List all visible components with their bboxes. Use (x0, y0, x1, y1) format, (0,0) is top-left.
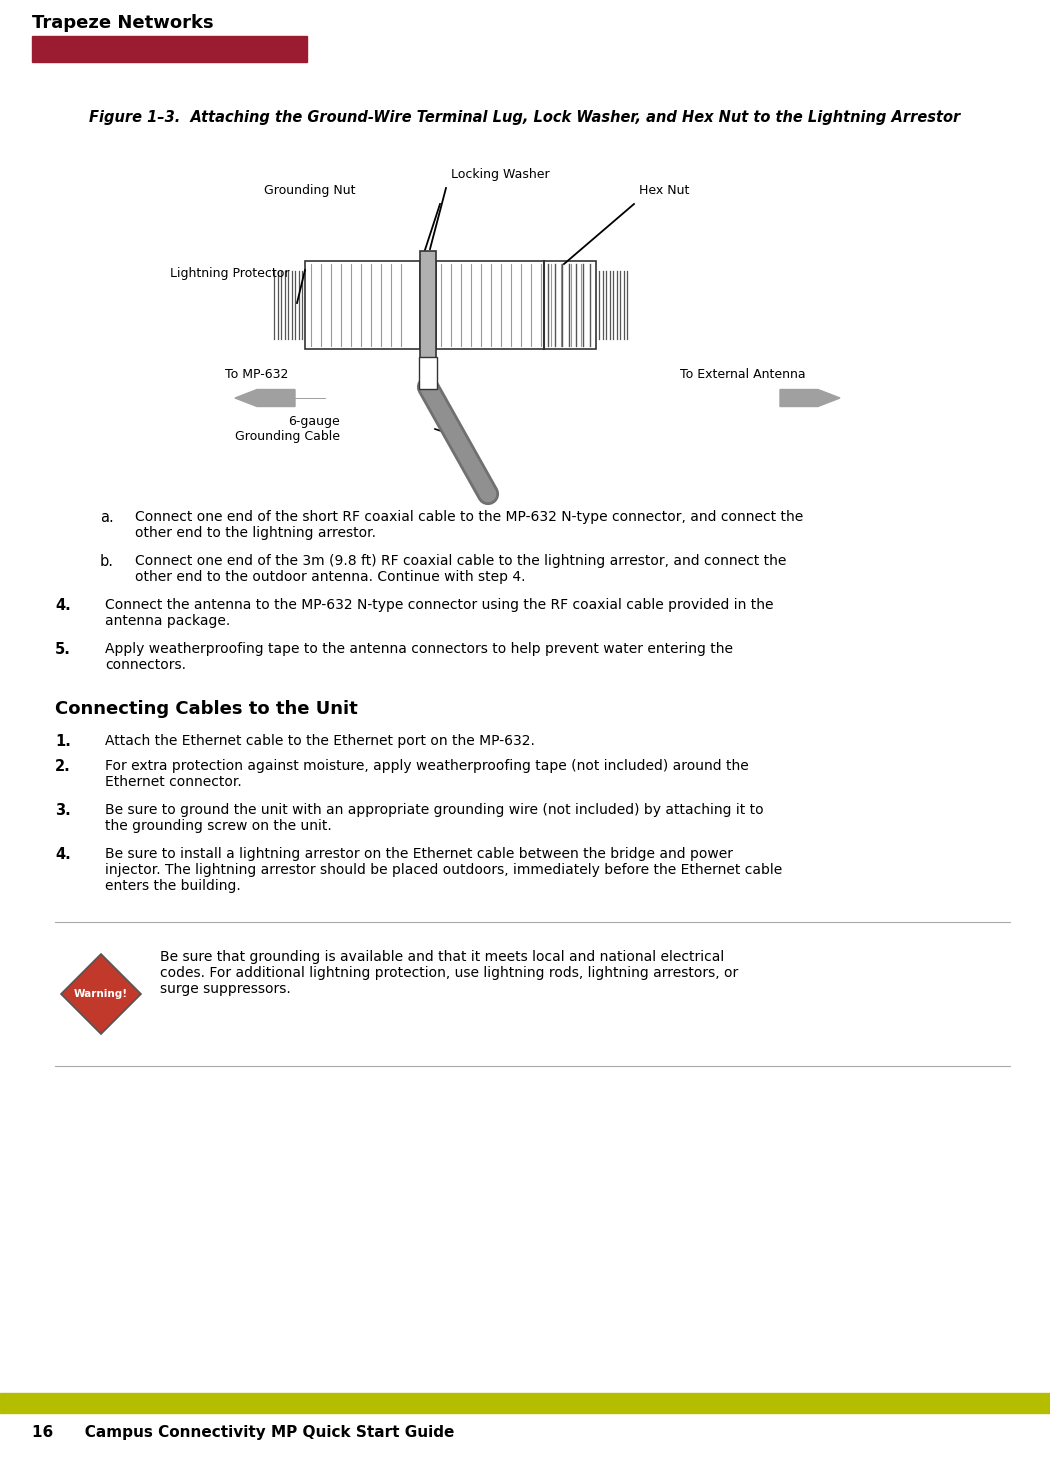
Text: Be sure to ground the unit with an appropriate grounding wire (not included) by : Be sure to ground the unit with an appro… (105, 803, 763, 833)
Text: b.: b. (100, 554, 114, 569)
Text: To MP-632: To MP-632 (225, 368, 289, 381)
Text: Trapeze Networks: Trapeze Networks (32, 15, 213, 32)
Text: 3.: 3. (55, 803, 70, 818)
Text: Connecting Cables to the Unit: Connecting Cables to the Unit (55, 699, 358, 718)
Text: 6-gauge
Grounding Cable: 6-gauge Grounding Cable (235, 415, 340, 443)
Text: Warning!: Warning! (74, 990, 128, 998)
Text: Connect one end of the 3m (9.8 ft) RF coaxial cable to the lightning arrestor, a: Connect one end of the 3m (9.8 ft) RF co… (135, 554, 786, 583)
Bar (32, 37, 307, 62)
Text: Apply weatherproofing tape to the antenna connectors to help prevent water enter: Apply weatherproofing tape to the antenn… (105, 642, 733, 673)
Bar (419, 358, 437, 388)
Text: 16      Campus Connectivity MP Quick Start Guide: 16 Campus Connectivity MP Quick Start Gu… (32, 1425, 455, 1440)
FancyArrow shape (235, 390, 295, 406)
Text: Connect the antenna to the MP-632 N-type connector using the RF coaxial cable pr: Connect the antenna to the MP-632 N-type… (105, 598, 774, 629)
Text: 5.: 5. (55, 642, 71, 657)
Text: To External Antenna: To External Antenna (680, 368, 805, 381)
Text: Figure 1–3.  Attaching the Ground-Wire Terminal Lug, Lock Washer, and Hex Nut to: Figure 1–3. Attaching the Ground-Wire Te… (89, 110, 961, 125)
Text: Grounding Nut: Grounding Nut (264, 185, 355, 196)
Text: Connect one end of the short RF coaxial cable to the MP-632 N-type connector, an: Connect one end of the short RF coaxial … (135, 510, 803, 539)
Text: Lightning Protector: Lightning Protector (170, 267, 290, 280)
Text: Be sure to install a lightning arrestor on the Ethernet cable between the bridge: Be sure to install a lightning arrestor … (105, 847, 782, 893)
Bar (436, 261, 596, 349)
Bar (304, 261, 420, 349)
Text: Locking Washer: Locking Washer (452, 169, 549, 180)
Polygon shape (61, 954, 141, 1034)
Text: Hex Nut: Hex Nut (639, 185, 690, 196)
Text: For extra protection against moisture, apply weatherproofing tape (not included): For extra protection against moisture, a… (105, 759, 749, 789)
FancyArrow shape (780, 390, 840, 406)
Text: a.: a. (100, 510, 113, 525)
Bar (420, 251, 436, 359)
Text: 4.: 4. (55, 598, 70, 613)
Bar (0, 1393, 1050, 1413)
Text: Be sure that grounding is available and that it meets local and national electri: Be sure that grounding is available and … (160, 950, 738, 997)
Text: 4.: 4. (55, 847, 70, 862)
Text: Attach the Ethernet cable to the Ethernet port on the MP-632.: Attach the Ethernet cable to the Etherne… (105, 734, 534, 748)
Text: 2.: 2. (55, 759, 70, 774)
Text: 1.: 1. (55, 734, 71, 749)
